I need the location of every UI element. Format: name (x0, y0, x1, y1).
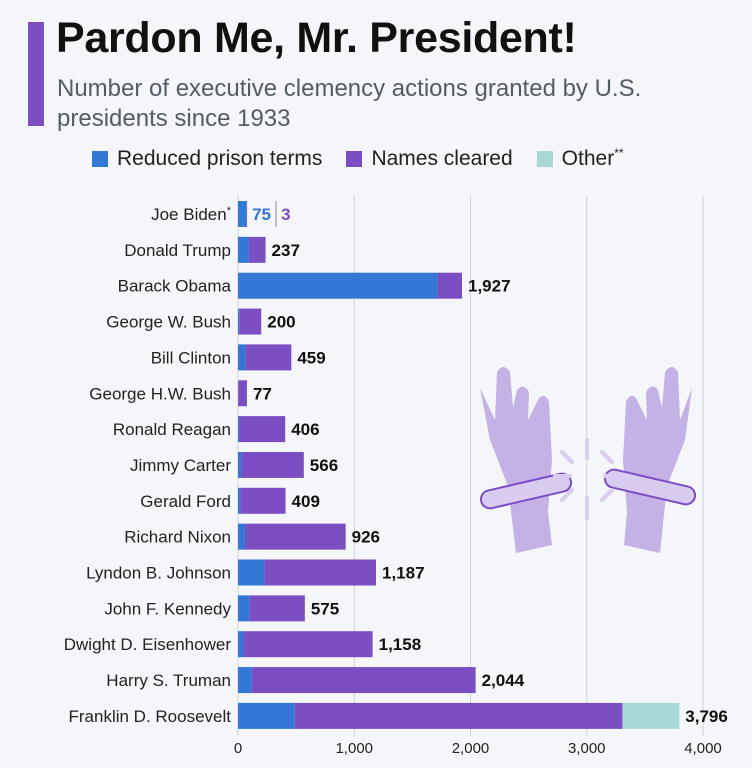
bar-segment (238, 236, 249, 263)
bar-segment (238, 702, 295, 729)
x-tick-label: 4,000 (684, 740, 722, 757)
value-label: 459 (297, 348, 325, 367)
bar-segment (238, 523, 245, 550)
category-label: Dwight D. Eisenhower (64, 635, 232, 654)
bar-segment (238, 380, 247, 407)
bar-segment (294, 702, 623, 729)
value-label: 1,187 (382, 564, 425, 583)
break-mark-icon (560, 488, 574, 502)
break-mark-icon (600, 488, 614, 502)
legend-item-cleared: Names cleared (346, 146, 513, 171)
category-label: George W. Bush (106, 313, 231, 332)
category-label: Bill Clinton (151, 348, 231, 367)
category-label: Lyndon B. Johnson (86, 564, 231, 583)
category-label: Barack Obama (118, 277, 232, 296)
bar-segment (240, 487, 286, 514)
legend-swatch-reduced (92, 150, 108, 167)
category-label: George H.W. Bush (89, 384, 231, 403)
page-title: Pardon Me, Mr. President! (56, 14, 577, 62)
x-tick-label: 3,000 (568, 740, 606, 757)
title-accent-bar (28, 22, 44, 126)
legend-label-other: Other** (561, 146, 624, 170)
value-label-cleared: 3 (281, 205, 290, 224)
category-label: Donald Trump (124, 241, 231, 260)
value-label: 3,796 (685, 707, 728, 726)
value-label-reduced: 75 (252, 205, 271, 224)
bar-segment (249, 595, 305, 622)
value-label: 1,158 (379, 635, 422, 654)
bar-segment (238, 487, 241, 514)
bar-segment (243, 631, 373, 658)
bar-segment (241, 451, 304, 478)
left-hand-icon (480, 367, 552, 553)
legend-swatch-other (536, 150, 553, 167)
category-label: John F. Kennedy (104, 599, 231, 618)
bar-segment (251, 667, 476, 694)
value-label: 1,927 (468, 277, 511, 296)
value-label: 77 (253, 384, 272, 403)
legend-label-reduced: Reduced prison terms (117, 146, 323, 170)
left-cuff-icon (479, 472, 573, 510)
bar-segment (238, 344, 246, 371)
chart-legend: Reduced prison terms Names cleared Other… (92, 146, 624, 171)
bar-segment (238, 595, 250, 622)
category-label: Richard Nixon (124, 528, 231, 547)
value-label: 406 (291, 420, 319, 439)
bar-segment (238, 451, 242, 478)
bar-segment (245, 344, 292, 371)
broken-handcuffs-illustration (479, 367, 697, 553)
category-label: Joe Biden* (151, 205, 232, 224)
legend-swatch-cleared (346, 150, 363, 167)
category-label: Ronald Reagan (113, 420, 231, 439)
legend-item-other: Other** (536, 146, 624, 171)
value-label: 926 (352, 528, 380, 547)
category-label: Franklin D. Roosevelt (68, 707, 231, 726)
bar-segment (238, 308, 240, 335)
bar-segment (238, 667, 252, 694)
page-subtitle: Number of executive clemency actions gra… (57, 75, 642, 132)
bar-segment (238, 416, 240, 443)
value-label: 575 (311, 599, 339, 618)
value-label: 566 (310, 456, 338, 475)
bar-segment (264, 559, 376, 586)
bar-segment (248, 236, 266, 263)
value-label: 409 (292, 492, 320, 511)
bar-segment (239, 308, 262, 335)
bar-segment (244, 523, 346, 550)
bar-segment (238, 272, 438, 299)
x-tick-label: 1,000 (335, 740, 373, 757)
value-label: 200 (267, 313, 295, 332)
x-tick-label: 2,000 (452, 740, 490, 757)
category-label: Gerald Ford (140, 492, 231, 511)
category-label: Jimmy Carter (130, 456, 231, 475)
bar-segment (238, 559, 265, 586)
right-hand-icon (623, 367, 692, 553)
bar-segment (238, 631, 244, 658)
x-tick-label: 0 (234, 740, 242, 757)
legend-label-cleared: Names cleared (371, 146, 513, 170)
value-label: 237 (272, 241, 300, 260)
bar-segment (437, 272, 463, 299)
bar-segment (238, 201, 247, 227)
break-mark-icon (600, 450, 614, 464)
bar-segment (622, 702, 680, 729)
value-label: 2,044 (482, 671, 525, 690)
category-label: Harry S. Truman (106, 671, 231, 690)
bar-segment (239, 416, 286, 443)
break-mark-icon (560, 450, 574, 464)
legend-item-reduced: Reduced prison terms (92, 147, 322, 171)
